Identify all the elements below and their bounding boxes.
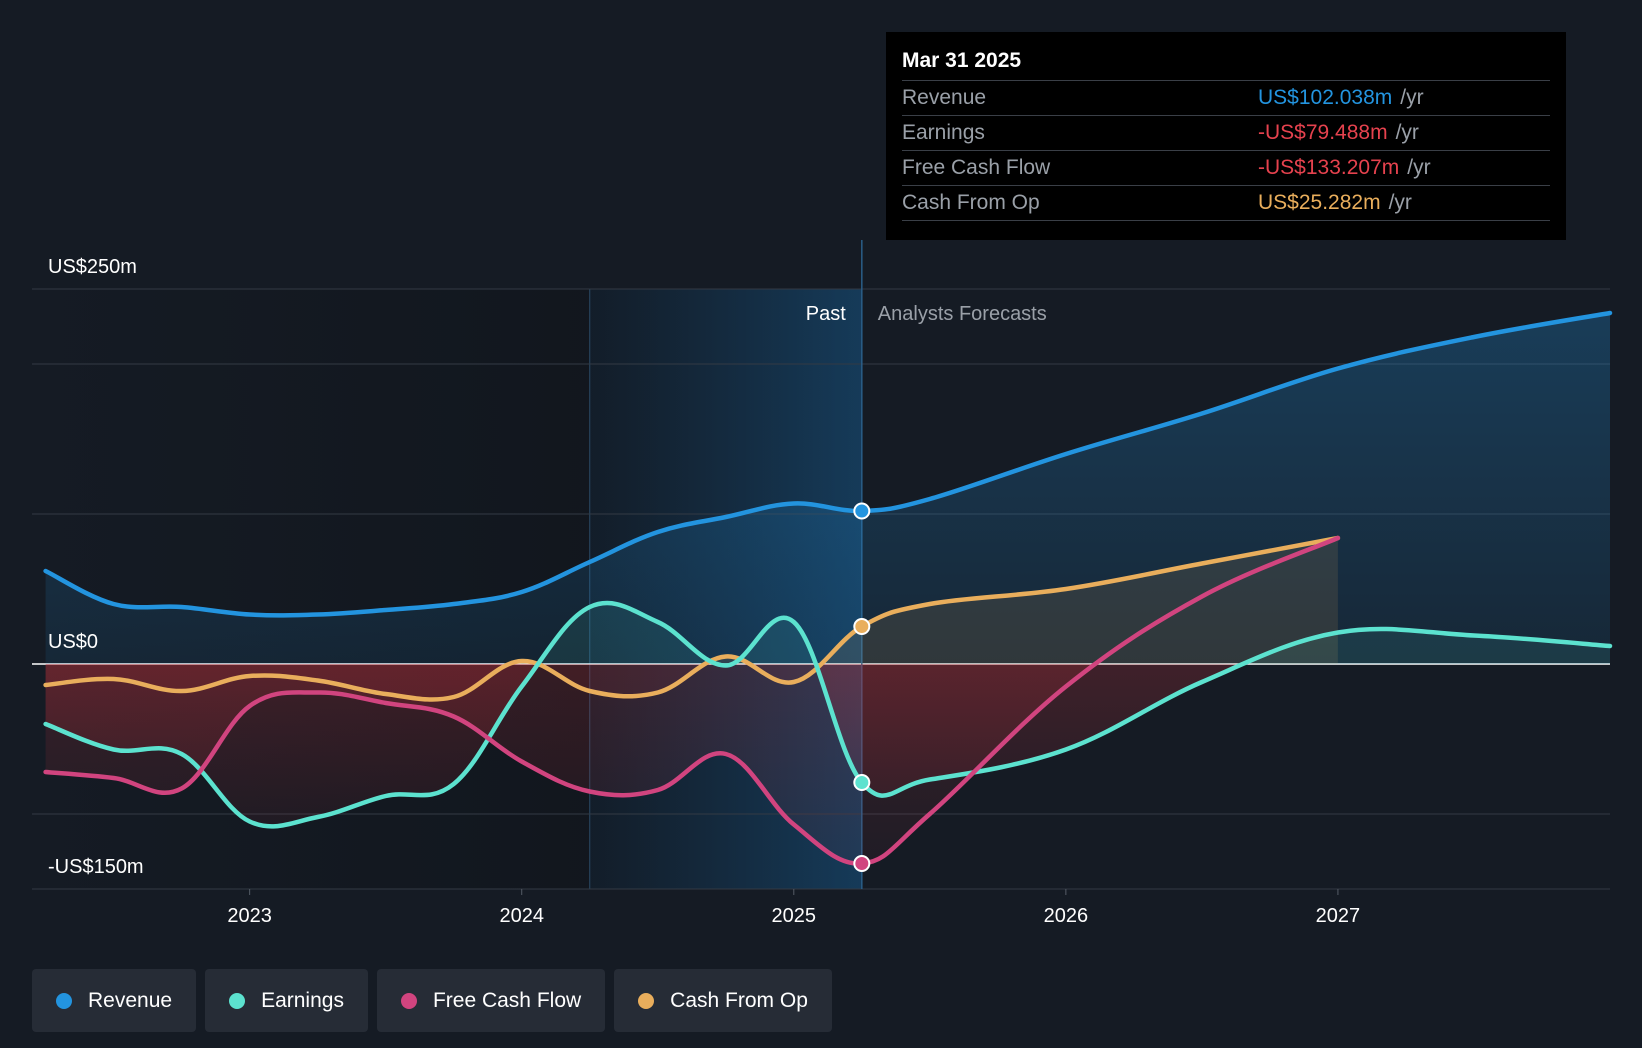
fcf-area-negative [45, 664, 1338, 864]
tooltip-date: Mar 31 2025 [902, 46, 1550, 81]
revenue-point [853, 502, 871, 520]
tooltip-value: US$102.038m [1258, 86, 1393, 109]
x-tick-label: 2027 [1316, 905, 1361, 927]
legend-label: Earnings [261, 988, 344, 1012]
legend-dot-icon [638, 992, 655, 1009]
past-label: Past [806, 303, 846, 325]
tooltip-unit: /yr [1407, 156, 1431, 179]
legend-label: Cash From Op [670, 988, 808, 1012]
x-tick-label: 2026 [1044, 905, 1089, 927]
legend-label: Free Cash Flow [432, 988, 582, 1012]
earnings-area-positive [45, 603, 1610, 664]
fcf-line [43, 535, 1341, 866]
x-tick-label: 2024 [499, 905, 544, 927]
legend-item-earnings[interactable]: Earnings [205, 969, 368, 1032]
forecast-label: Analysts Forecasts [878, 303, 1047, 325]
tooltip-row: Revenue US$102.038m/yr [902, 81, 1550, 116]
tooltip-unit: /yr [1400, 86, 1424, 109]
revenue-area-positive [45, 313, 1611, 664]
tooltip-label: Earnings [902, 121, 985, 144]
tooltip-label: Cash From Op [902, 191, 1040, 214]
tooltip-row: Earnings -US$79.488m/yr [902, 116, 1550, 151]
tooltip-label: Free Cash Flow [902, 156, 1051, 179]
tooltip-unit: /yr [1395, 121, 1419, 144]
legend: Revenue Earnings Free Cash Flow Cash From O… [32, 969, 832, 1032]
x-tick-label: 2023 [227, 905, 272, 927]
cfo-area-positive [45, 538, 1338, 664]
legend-label: Revenue [88, 988, 173, 1012]
tooltip-value: -US$133.207m [1258, 156, 1400, 179]
y-tick-label: -US$150m [48, 856, 144, 878]
earnings-line [43, 600, 1613, 829]
tooltip-unit: /yr [1388, 191, 1412, 214]
tooltip-row: Free Cash Flow -US$133.207m/yr [902, 151, 1550, 186]
legend-dot-icon [56, 992, 72, 1009]
legend-item-free-cash-flow[interactable]: Free Cash Flow [376, 969, 606, 1032]
x-tick-label: 2025 [772, 905, 817, 927]
tooltip-value: US$25.282m [1258, 191, 1381, 214]
y-tick-label: US$250m [48, 256, 137, 278]
legend-item-cash-from-op[interactable]: Cash From Op [614, 969, 832, 1032]
y-tick-label: US$0 [48, 631, 98, 653]
tooltip-label: Revenue [902, 86, 987, 109]
tooltip-row: Cash From Op US$25.282m/yr [902, 186, 1550, 221]
tooltip-value: -US$79.488m [1258, 121, 1388, 144]
legend-dot-icon [229, 992, 246, 1009]
legend-dot-icon [400, 992, 417, 1009]
tooltip: Mar 31 2025 Revenue US$102.038m/yr Earning… [886, 32, 1566, 240]
cfo-point [853, 618, 871, 635]
fcf-point [853, 855, 871, 872]
revenue-line [43, 310, 1613, 618]
legend-item-revenue[interactable]: Revenue [32, 969, 197, 1032]
cfo-line [43, 535, 1341, 702]
earnings-point [853, 774, 871, 791]
